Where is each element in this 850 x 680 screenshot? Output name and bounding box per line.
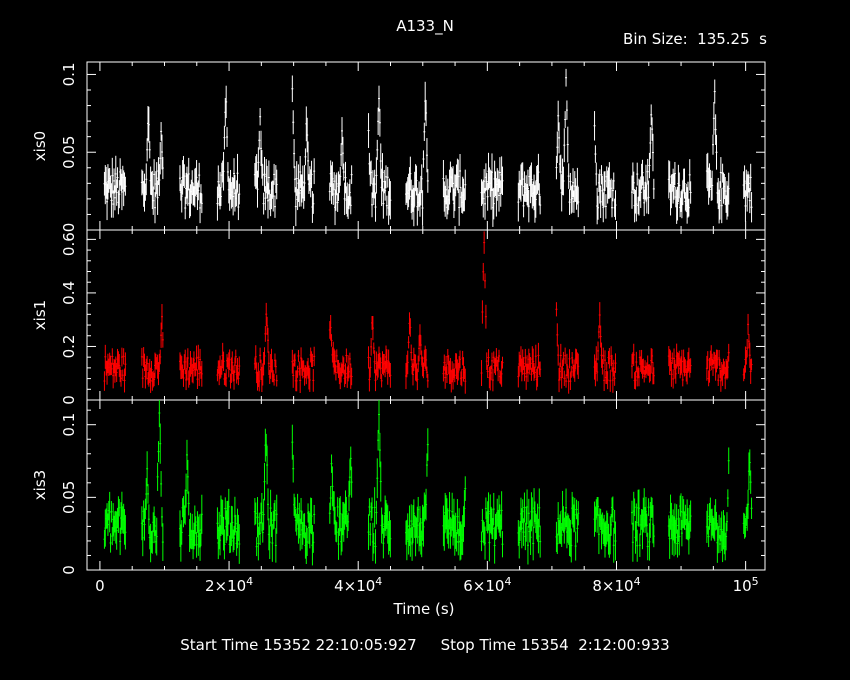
data-series-xis0	[103, 68, 753, 227]
x-tick-label: 8×104	[592, 575, 640, 595]
y-tick-label: 0.2	[60, 335, 78, 359]
data-series-xis1	[103, 231, 753, 394]
y-tick-label: 0.4	[60, 281, 78, 305]
y-tick-label: 0.1	[60, 63, 78, 87]
panel-xis3: 0.1 0.05 0 xis3	[31, 399, 766, 575]
panel-xis1: 0.60 0.4 0.2 0 xis1	[31, 223, 766, 405]
bin-size-label: Bin Size: 135.25 s	[623, 30, 767, 48]
start-time-value: 15352 22:10:05:927	[263, 636, 417, 654]
plot-panels: 0.1 0.05 xis0 0.60 0.4 0.2 0 xis1 0.1 0.05 0 xis3	[31, 61, 766, 575]
time-axis: 0 2×104 4×104 6×104 8×104 105 Time (s)	[95, 575, 759, 618]
start-time-label: Start Time	[180, 636, 259, 654]
y-tick-label: 0	[60, 565, 78, 575]
chart-title: A133_N	[396, 17, 454, 35]
panel-xis0: 0.1 0.05 xis0	[31, 61, 766, 231]
stop-time-value: 15354 2:12:00:933	[520, 636, 670, 654]
y-axis-label-xis1: xis1	[31, 300, 49, 330]
x-tick-label: 0	[95, 577, 105, 595]
x-tick-label: 105	[733, 575, 759, 595]
time-range-footer: Start Time 15352 22:10:05:927 Stop Time …	[0, 636, 850, 654]
x-tick-label: 6×104	[463, 575, 511, 595]
y-axis-label-xis0: xis0	[31, 131, 49, 161]
y-tick-label: 0.1	[60, 413, 78, 437]
y-tick-label: 0	[60, 395, 78, 405]
x-axis-label: Time (s)	[393, 600, 455, 618]
stop-time-label: Stop Time	[440, 636, 517, 654]
data-series-xis3	[103, 400, 753, 566]
y-tick-label: 0.05	[60, 136, 78, 169]
y-tick-label: 0.60	[60, 223, 78, 256]
x-tick-label: 4×104	[334, 575, 382, 595]
panel-frame-xis0	[86, 61, 766, 231]
panel-frame-xis3	[86, 399, 766, 571]
y-tick-label: 0.05	[60, 481, 78, 514]
x-tick-label: 2×104	[205, 575, 253, 595]
y-axis-label-xis3: xis3	[31, 470, 49, 500]
